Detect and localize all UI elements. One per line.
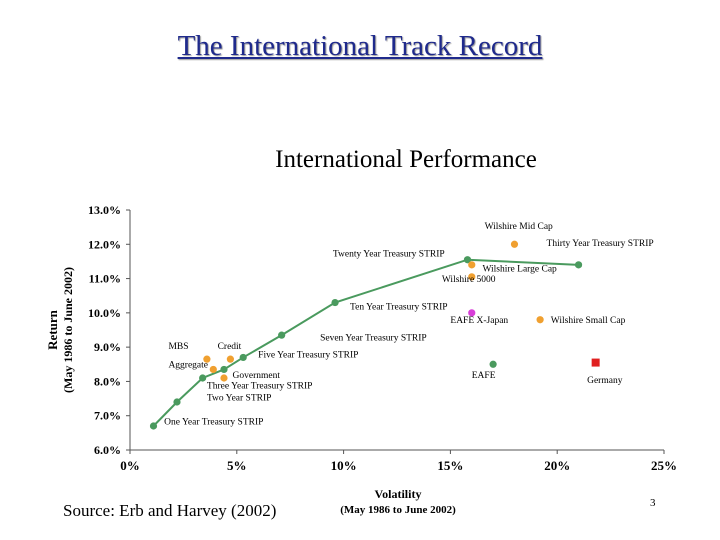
y-tick-label: 6.0% <box>94 443 121 457</box>
label-three-year-treasury-strip: Three Year Treasury STRIP <box>207 381 313 391</box>
point-one-year-treasury-strip <box>149 422 158 430</box>
label-credit: Credit <box>218 342 242 352</box>
chart-title: International Performance <box>275 146 537 173</box>
label-eafe: EAFE <box>472 371 496 381</box>
x-tick-label: 5% <box>227 458 247 473</box>
point-wilshire-mid-cap <box>510 240 519 248</box>
label-wilshire-large-cap: Wilshire Large Cap <box>482 265 557 275</box>
y-axis-label-sub: (May 1986 to June 2002) <box>61 267 75 393</box>
x-tick-labels: 0% 5% 10% 15% 20% 25% <box>120 458 677 473</box>
point-wilshire-small-cap <box>536 316 544 324</box>
point-aggregate <box>203 355 211 363</box>
label-mbs: MBS <box>168 342 188 352</box>
y-axis-label: Return <box>45 309 60 349</box>
label-two-year-strip: Two Year STRIP <box>207 393 272 403</box>
point-twenty-year-treasury-strip <box>463 256 472 264</box>
label-twenty-year-treasury-strip: Twenty Year Treasury STRIP <box>333 249 445 259</box>
point-seven-year-treasury-strip <box>278 331 286 339</box>
y-tick-label: 9.0% <box>94 340 121 354</box>
label-five-year-treasury-strip: Five Year Treasury STRIP <box>258 350 358 360</box>
label-aggregate: Aggregate <box>168 361 208 371</box>
y-tick-label: 7.0% <box>94 409 121 423</box>
x-tick-label: 0% <box>120 458 140 473</box>
x-axis-label-sub: (May 1986 to June 2002) <box>340 504 456 516</box>
y-tick-label: 13.0% <box>88 203 121 217</box>
frontier-points <box>149 256 583 430</box>
point-government <box>220 365 228 374</box>
label-one-year-treasury-strip: One Year Treasury STRIP <box>164 417 263 427</box>
point-wilshire-large-cap <box>468 261 476 269</box>
point-thirty-year-treasury-strip <box>574 261 583 269</box>
label-wilshire-small-cap: Wilshire Small Cap <box>551 316 626 326</box>
point-eafe-x-japan <box>468 309 476 317</box>
slide-title: The International Track Record <box>177 30 543 62</box>
x-axis-label: Volatility <box>375 487 422 501</box>
point-two-year-strip <box>173 398 181 406</box>
y-tick-label: 10.0% <box>88 306 121 320</box>
y-tick-labels: 6.0% 7.0% 8.0% 9.0% 10.0% 11.0% 12.0% 13.0% <box>88 203 121 457</box>
page-number: 3 <box>650 497 656 509</box>
source-note: Source: Erb and Harvey (2002) <box>63 501 277 520</box>
point-eafe <box>489 360 497 368</box>
point-germany <box>591 358 600 367</box>
label-eafe-x-japan: EAFE X-Japan <box>450 316 508 326</box>
label-government: Government <box>233 371 281 381</box>
point-ten-year-treasury-strip <box>331 298 339 307</box>
label-wilshire-mid-cap: Wilshire Mid Cap <box>485 222 553 232</box>
label-seven-year-treasury-strip: Seven Year Treasury STRIP <box>320 333 427 343</box>
point-labels: Wilshire Mid Cap Thirty Year Treasury STR… <box>164 222 654 427</box>
axes <box>126 209 665 454</box>
label-thirty-year-treasury-strip: Thirty Year Treasury STRIP <box>547 239 654 249</box>
point-three-year-treasury-strip <box>199 374 207 382</box>
point-wilshire-5000 <box>468 273 476 281</box>
point-mbs <box>209 365 217 374</box>
x-tick-label: 25% <box>651 458 677 473</box>
asset-points <box>203 240 600 382</box>
x-tick-label: 20% <box>544 458 570 473</box>
x-tick-label: 15% <box>437 458 463 473</box>
y-tick-label: 8.0% <box>94 374 121 388</box>
y-tick-label: 11.0% <box>89 272 121 286</box>
label-germany: Germany <box>587 376 623 386</box>
y-tick-label: 12.0% <box>88 237 121 251</box>
point-government <box>220 374 228 382</box>
x-tick-label: 10% <box>331 458 357 473</box>
point-five-year-treasury-strip <box>239 353 247 362</box>
point-credit <box>226 355 234 363</box>
label-wilshire-5000: Wilshire 5000 <box>442 275 496 285</box>
label-ten-year-treasury-strip: Ten Year Treasury STRIP <box>350 302 448 312</box>
